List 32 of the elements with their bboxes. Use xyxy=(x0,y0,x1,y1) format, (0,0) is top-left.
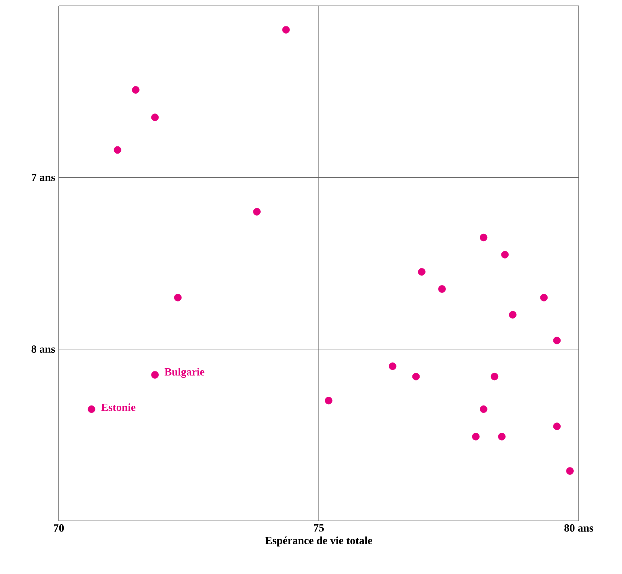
point xyxy=(540,294,548,302)
point xyxy=(174,294,182,302)
point xyxy=(480,234,488,242)
y-tick-label: 7 ans xyxy=(32,174,56,182)
annotation: Estonie xyxy=(101,404,136,412)
point xyxy=(480,406,488,414)
point xyxy=(509,311,517,319)
point xyxy=(132,86,140,94)
point xyxy=(389,362,397,370)
x-tick-label: 80 ans xyxy=(564,524,594,532)
y-tick-label: 8 ans xyxy=(32,346,56,354)
point xyxy=(412,373,420,381)
point xyxy=(282,26,290,34)
point xyxy=(114,146,122,154)
point xyxy=(88,406,96,414)
point xyxy=(253,208,261,216)
x-tick-label: 75 xyxy=(314,524,324,532)
point xyxy=(566,467,574,476)
point xyxy=(438,285,446,294)
point xyxy=(325,397,333,405)
point xyxy=(553,336,561,345)
x-axis-title: Espérance de vie totale xyxy=(265,536,372,547)
point xyxy=(498,433,506,441)
point xyxy=(151,114,159,122)
point xyxy=(501,251,509,259)
point xyxy=(418,268,426,276)
point xyxy=(151,371,159,379)
x-tick-label: 70 xyxy=(54,524,64,532)
annotation: Bulgarie xyxy=(164,368,205,378)
point xyxy=(553,422,561,430)
point xyxy=(490,373,499,381)
point xyxy=(472,433,480,441)
